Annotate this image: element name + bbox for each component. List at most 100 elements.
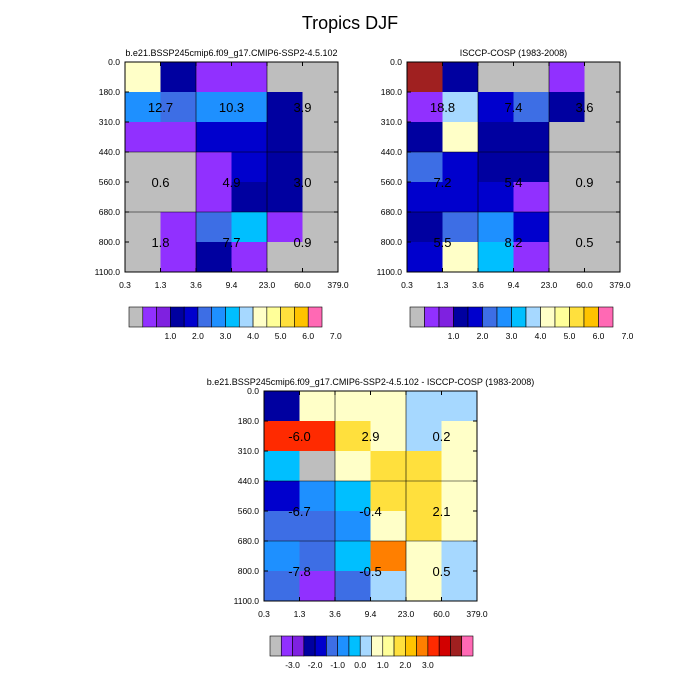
heatmap-cell [267,62,303,93]
heatmap-cell [335,541,371,572]
heatmap-cell [478,122,514,153]
colorbar-label: -3.0 [285,660,300,670]
heatmap-cell [231,242,268,273]
colorbar-label: 1.0 [377,660,389,670]
heatmap-cell [196,152,232,183]
data-label: 4.9 [222,175,240,190]
heatmap-cell [196,92,232,123]
heatmap-cell [302,242,339,273]
data-label: 8.2 [504,235,522,250]
heatmap-cell [264,481,300,512]
data-label: -0.4 [359,504,381,519]
y-tick-label: 1100.0 [377,267,403,277]
data-label: 18.8 [430,100,455,115]
heatmap-cell [513,212,550,243]
colorbar-box [467,306,483,328]
heatmap-cell [407,212,443,243]
y-tick-label: 800.0 [238,566,260,576]
y-tick-label: 560.0 [381,177,403,187]
heatmap-cell [442,212,479,243]
heatmap-cell [406,421,442,452]
y-tick-label: 560.0 [238,506,260,516]
heatmap-cell [478,62,514,93]
heatmap-cell [335,451,371,482]
heatmap-cell [299,421,336,452]
y-tick-label: 440.0 [238,476,260,486]
colorbar-box [252,306,268,328]
colorbar-box [405,635,417,657]
colorbar-label: 2.0 [477,331,489,341]
y-tick-label: 680.0 [238,536,260,546]
y-tick-label: 310.0 [99,117,121,127]
y-tick-label: 180.0 [99,87,121,97]
heatmap-cell [125,62,161,93]
colorbar-label: 6.0 [302,331,314,341]
heatmap-cell [231,182,268,213]
x-tick-label: 0.3 [258,609,270,619]
colorbar-box [314,635,327,657]
heatmap-cell [406,541,442,572]
colorbar-label: 2.0 [399,660,411,670]
heatmap-cell [299,511,336,542]
heatmap-cell [442,62,479,93]
x-tick-label: 3.6 [329,609,341,619]
x-tick-label: 23.0 [541,280,558,290]
heatmap-cell [160,152,197,183]
y-tick-label: 310.0 [381,117,403,127]
colorbar-label: 5.0 [275,331,287,341]
data-label: 5.4 [504,175,522,190]
colorbar-box [238,306,254,328]
heatmap-cell [196,182,232,213]
heatmap-cell [160,92,197,123]
heatmap-cell [299,481,336,512]
heatmap-cell [513,122,550,153]
heatmap-cell [513,242,550,273]
colorbar-label: -1.0 [330,660,345,670]
heatmap-cell [406,511,442,542]
y-tick-label: 680.0 [99,207,121,217]
heatmap-cell [406,391,442,422]
colorbar-label: 5.0 [564,331,576,341]
heatmap-cell [196,242,232,273]
heatmap-cell [160,62,197,93]
colorbar-box [211,306,226,328]
colorbar-box [292,635,305,657]
colorbar-label: 3.0 [506,331,518,341]
heatmap-cell [442,122,479,153]
colorbar-box [554,306,570,328]
colorbar-box [453,306,469,328]
heatmap-cell [302,62,339,93]
heatmap-cell [196,212,232,243]
colorbar-label: 4.0 [535,331,547,341]
heatmap-cell [335,571,371,602]
heatmap-cell [513,152,550,183]
colorbar-box [348,635,361,657]
colorbar-box [438,306,454,328]
colorbar-label: 2.0 [192,331,204,341]
y-tick-label: 440.0 [99,147,121,157]
heatmap-cell [513,62,550,93]
colorbar-box [197,306,213,328]
heatmap-cell [302,152,339,183]
x-tick-label: 1.3 [155,280,167,290]
y-tick-label: 560.0 [99,177,121,187]
heatmap-cell [196,62,232,93]
heatmap-cell [299,541,336,572]
data-label: -0.5 [359,564,381,579]
data-label: -6.0 [288,429,310,444]
heatmap-cell [407,182,443,213]
heatmap-cell [267,212,303,243]
colorbar-label: 7.0 [330,331,342,341]
y-tick-label: 0.0 [247,386,259,396]
heatmap-cell [549,242,585,273]
heatmap-cell [370,541,407,572]
data-label: 12.7 [148,100,173,115]
colorbar-box [540,306,556,328]
heatmap-cell [584,122,621,153]
heatmap-cell [302,122,339,153]
heatmap-cell [407,152,443,183]
data-label: 1.8 [151,235,169,250]
heatmap-cell [231,212,268,243]
data-label: 3.9 [293,100,311,115]
heatmap-cell [370,571,407,602]
